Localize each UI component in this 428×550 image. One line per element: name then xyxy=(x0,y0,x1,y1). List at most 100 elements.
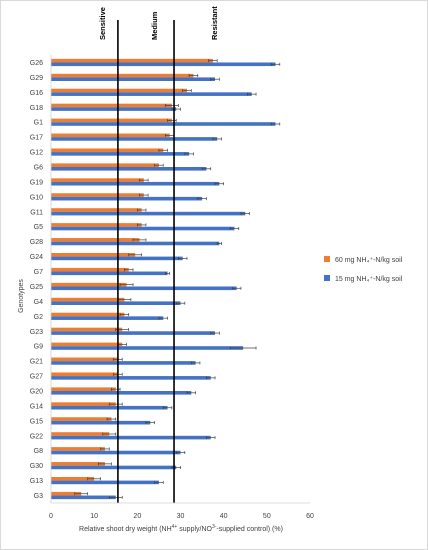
x-tick-label-50: 50 xyxy=(263,513,271,520)
error-bar-g13-60mg xyxy=(87,477,101,481)
zone-label-medium: Medium xyxy=(150,11,159,40)
x-axis-title: Relative shoot dry weight (NH4+ supply/N… xyxy=(79,524,283,533)
error-bar-g24-60mg xyxy=(128,253,142,257)
category-label-g27: G27 xyxy=(30,374,43,381)
bar-g13-60mg xyxy=(51,477,95,481)
category-label-g13: G13 xyxy=(30,478,43,485)
category-label-g29: G29 xyxy=(30,75,43,82)
bar-g13-15mg xyxy=(51,480,159,485)
category-label-g22: G22 xyxy=(30,433,43,440)
legend-swatch-15mg xyxy=(324,275,330,281)
category-label-g14: G14 xyxy=(30,403,43,410)
error-bar-g18-60mg xyxy=(165,103,179,107)
bar-g3-15mg xyxy=(51,495,116,500)
error-bar-g20-15mg xyxy=(186,391,196,395)
bar-g8-60mg xyxy=(51,447,105,451)
error-bar-g19-15mg xyxy=(214,182,225,186)
category-label-g20: G20 xyxy=(30,389,43,396)
zone-label-resistant: Resistant xyxy=(210,6,219,40)
error-bar-g1-15mg xyxy=(270,122,281,126)
error-bar-g5-15mg xyxy=(229,227,240,231)
error-bar-g25-60mg xyxy=(119,283,134,287)
category-label-g23: G23 xyxy=(30,329,43,336)
category-label-g2: G2 xyxy=(34,314,43,321)
error-bar-g5-60mg xyxy=(136,223,147,227)
bar-g11-15mg xyxy=(51,211,246,216)
bar-g10-60mg xyxy=(51,193,144,197)
error-bar-g19-60mg xyxy=(139,178,149,182)
bar-g5-60mg xyxy=(51,223,142,227)
bar-g18-60mg xyxy=(51,103,172,108)
bar-g4-15mg xyxy=(51,301,181,305)
error-bar-g14-60mg xyxy=(108,402,123,406)
bar-g12-15mg xyxy=(51,152,190,156)
bar-g25-15mg xyxy=(51,286,237,291)
bar-g20-15mg xyxy=(51,391,192,395)
x-tick-label-20: 20 xyxy=(133,513,141,520)
error-bar-g2-15mg xyxy=(158,316,168,320)
bar-g3-60mg xyxy=(51,491,82,496)
bar-g29-15mg xyxy=(51,77,216,81)
x-tick-label-0: 0 xyxy=(49,513,53,520)
error-bar-g14-15mg xyxy=(162,406,173,410)
bar-g24-60mg xyxy=(51,253,136,257)
error-bar-g16-15mg xyxy=(247,92,257,96)
category-label-g24: G24 xyxy=(30,254,43,261)
bar-g24-15mg xyxy=(51,256,183,261)
error-bar-g26-15mg xyxy=(270,62,281,66)
category-label-g15: G15 xyxy=(30,418,43,425)
error-bar-g6-60mg xyxy=(154,163,164,167)
error-bar-g10-60mg xyxy=(139,193,149,197)
bar-g22-60mg xyxy=(51,432,110,436)
bar-g23-60mg xyxy=(51,327,123,332)
category-label-g12: G12 xyxy=(30,150,43,157)
bar-g6-15mg xyxy=(51,167,207,171)
category-label-g17: G17 xyxy=(30,135,43,142)
error-bar-g29-15mg xyxy=(210,77,220,81)
error-bar-g15-15mg xyxy=(145,421,155,425)
bar-g26-60mg xyxy=(51,58,213,63)
bar-g1-60mg xyxy=(51,118,172,123)
error-bar-g25-15mg xyxy=(231,286,242,290)
zone-labels: Sensitive Medium Resistant xyxy=(98,6,219,40)
error-bar-g17-15mg xyxy=(212,137,222,141)
bar-g2-60mg xyxy=(51,312,125,317)
error-bar-g21-15mg xyxy=(190,361,201,365)
error-bar-g28-60mg xyxy=(132,238,147,242)
bar-g15-60mg xyxy=(51,417,112,421)
category-label-g1: G1 xyxy=(34,120,43,127)
category-label-g28: G28 xyxy=(30,239,43,246)
bar-g12-60mg xyxy=(51,148,164,153)
category-label-g25: G25 xyxy=(30,284,43,291)
category-label-g19: G19 xyxy=(30,179,43,186)
bar-g8-15mg xyxy=(51,450,181,455)
category-label-g8: G8 xyxy=(34,448,43,455)
category-label-g9: G9 xyxy=(34,344,43,351)
category-label-g7: G7 xyxy=(34,269,43,276)
category-label-g4: G4 xyxy=(34,299,43,306)
bar-g17-15mg xyxy=(51,137,218,141)
error-bar-g16-60mg xyxy=(182,89,192,93)
error-bar-g8-15mg xyxy=(175,451,186,455)
error-bar-g8-60mg xyxy=(100,447,110,451)
error-bar-g12-15mg xyxy=(184,152,194,156)
bar-g11-60mg xyxy=(51,208,142,212)
bar-g28-15mg xyxy=(51,241,220,246)
y-axis: G26 G29 G16 G18 G1 G17 G12 G6 G19 G10 G11 G5 G28 G24 G… xyxy=(30,55,52,503)
bar-g30-15mg xyxy=(51,465,177,470)
bar-g23-15mg xyxy=(51,331,216,335)
bar-g5-15mg xyxy=(51,226,235,231)
bar-g15-15mg xyxy=(51,420,151,425)
category-label-g5: G5 xyxy=(34,224,43,231)
bar-g20-60mg xyxy=(51,387,116,391)
bar-g18-15mg xyxy=(51,107,177,111)
category-label-g16: G16 xyxy=(30,90,43,97)
error-bar-g7-15mg xyxy=(165,271,171,275)
x-axis: 0 10 20 30 40 50 60 xyxy=(49,502,314,520)
category-label-g30: G30 xyxy=(30,463,43,470)
zone-label-sensitive: Sensitive xyxy=(98,7,107,40)
error-bar-g9-15mg xyxy=(229,346,257,350)
bar-g9-15mg xyxy=(51,346,244,350)
bar-g27-15mg xyxy=(51,376,211,380)
error-bar-g2-60mg xyxy=(119,313,130,317)
